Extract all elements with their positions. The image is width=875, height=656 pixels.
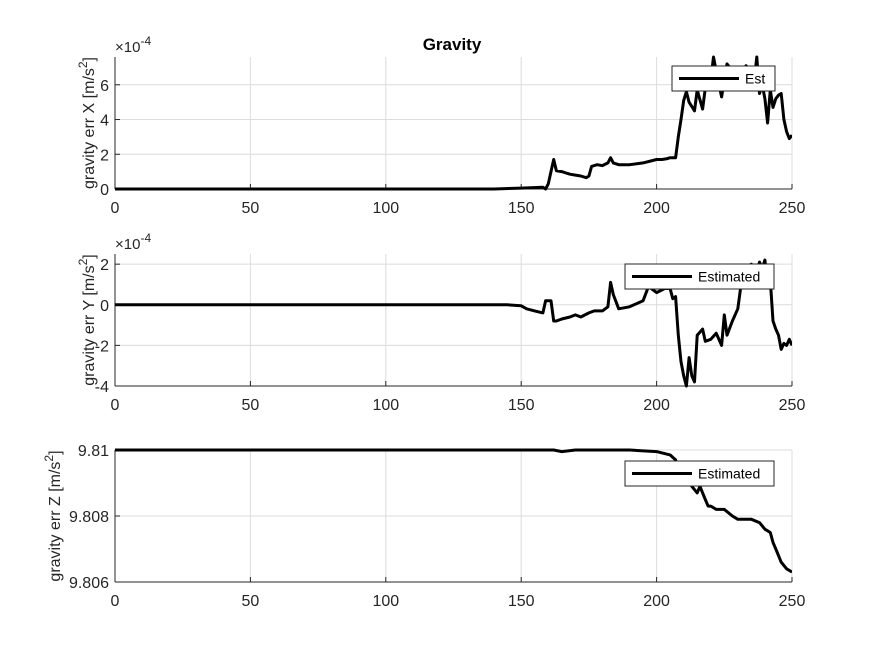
x-tick-label: 100 bbox=[372, 200, 399, 217]
x-tick-label: 0 bbox=[111, 397, 120, 414]
legend-box bbox=[624, 460, 775, 487]
y-tick-label: -4 bbox=[95, 379, 109, 396]
legend-entry: Estimated bbox=[698, 269, 760, 285]
y-tick-label: 0 bbox=[100, 182, 109, 199]
y-axis-label: gravity err X [m/s2] bbox=[76, 57, 98, 189]
x-tick-label: 150 bbox=[508, 397, 535, 414]
legend: Estimated bbox=[624, 263, 775, 290]
legend-entry: Est bbox=[745, 71, 765, 87]
x-tick-label: 250 bbox=[779, 397, 806, 414]
subplot-3: 0 50 100 150 200 250 9.806 9.808 9.81 gravity err… bbox=[42, 443, 805, 610]
x-tick-label: 50 bbox=[242, 200, 260, 217]
x-tick-label: 0 bbox=[111, 593, 120, 610]
series-line-est bbox=[115, 55, 792, 191]
y-tick-label: 2 bbox=[100, 147, 109, 164]
x-tick-label: 200 bbox=[643, 593, 670, 610]
legend: Est bbox=[671, 65, 776, 92]
x-tick-label: 100 bbox=[372, 397, 399, 414]
subplot-2: 0 50 100 150 200 250 -4 -2 0 2 ×10-4 gravity err Y … bbox=[76, 231, 805, 414]
legend: Estimated bbox=[624, 460, 775, 487]
y-tick-label: 0 bbox=[100, 298, 109, 315]
legend-entry: Estimated bbox=[698, 466, 760, 482]
x-tick-label: 250 bbox=[779, 200, 806, 217]
figure-title: Gravity bbox=[423, 35, 482, 54]
y-exponent-label: ×10-4 bbox=[115, 34, 151, 56]
subplot-1: 0 50 100 150 200 250 0 2 4 6 ×10-4 gravity err X [m… bbox=[76, 34, 805, 217]
x-tick-label: 50 bbox=[242, 593, 260, 610]
x-tick-label: 200 bbox=[643, 397, 670, 414]
y-tick-label: 2 bbox=[100, 257, 109, 274]
series-line-estimated bbox=[115, 258, 792, 388]
series-line-estimated bbox=[115, 448, 792, 574]
x-tick-label: 250 bbox=[779, 593, 806, 610]
y-tick-label: -2 bbox=[95, 338, 109, 355]
y-exponent-label: ×10-4 bbox=[115, 231, 151, 253]
y-tick-label: 9.81 bbox=[78, 443, 109, 460]
x-tick-label: 100 bbox=[372, 593, 399, 610]
x-tick-label: 50 bbox=[242, 397, 260, 414]
x-tick-label: 200 bbox=[643, 200, 670, 217]
y-axis-label: gravity err Y [m/s2] bbox=[76, 254, 98, 385]
x-tick-label: 150 bbox=[508, 200, 535, 217]
x-tick-label: 150 bbox=[508, 593, 535, 610]
y-tick-label: 9.808 bbox=[69, 509, 109, 526]
y-axis-label: gravity err Z [m/s2] bbox=[42, 450, 64, 581]
y-tick-label: 4 bbox=[100, 113, 109, 130]
y-tick-label: 9.806 bbox=[69, 575, 109, 592]
y-tick-label: 6 bbox=[100, 78, 109, 95]
x-tick-label: 0 bbox=[111, 200, 120, 217]
